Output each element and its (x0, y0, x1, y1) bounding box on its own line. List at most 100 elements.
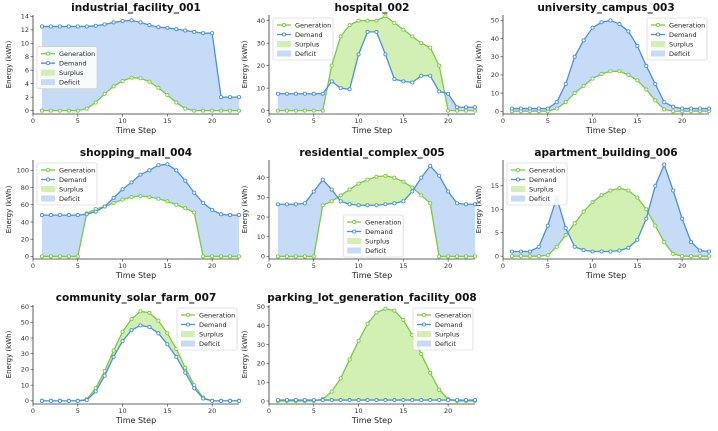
demand-point (410, 189, 415, 194)
legend-generation-label: Generation (295, 21, 331, 29)
subplot-parking_lot_generation_facility_008: 0 10 20 30 40 50 0 5 10 15 20 parking_lot_generatio… (241, 292, 478, 425)
demand-point (455, 201, 460, 206)
legend-generation-marker (281, 22, 287, 28)
demand-point (293, 397, 298, 403)
demand-point (347, 397, 352, 403)
generation-point (66, 254, 71, 259)
y-tick-label: 0 (261, 253, 265, 261)
legend-surplus-swatch (511, 186, 525, 192)
y-tick-label: 40 (257, 174, 265, 182)
demand-point (183, 178, 188, 183)
demand-point (437, 173, 442, 178)
y-tick-label: 20 (257, 360, 265, 368)
x-tick-label: 15 (163, 262, 171, 270)
generation-point (320, 108, 325, 113)
x-tick-label: 10 (118, 407, 126, 415)
generation-point (410, 34, 415, 39)
demand-point (644, 63, 649, 68)
x-tick-label: 5 (76, 117, 80, 125)
generation-point (129, 317, 134, 322)
demand-point (383, 52, 388, 57)
deficit-area-1 (648, 164, 709, 257)
legend-demand-label: Demand (365, 228, 393, 236)
demand-point (39, 398, 45, 403)
demand-point (590, 249, 595, 254)
y-tick-label: 0 (261, 107, 265, 115)
generation-point (644, 87, 649, 92)
demand-point (48, 398, 53, 403)
generation-point (84, 106, 89, 111)
demand-point (509, 106, 515, 111)
generation-point (210, 108, 215, 113)
legend-surplus-swatch (277, 41, 291, 47)
y-axis-label: Energy (kWh) (5, 185, 13, 233)
generation-point (635, 195, 640, 200)
generation-point (374, 174, 379, 179)
generation-point (138, 194, 143, 199)
generation-point (392, 308, 397, 313)
generation-point (156, 85, 161, 90)
deficit-area-1 (413, 165, 475, 257)
demand-point (563, 81, 568, 87)
demand-point (284, 202, 289, 207)
generation-point (697, 254, 703, 259)
y-tick-label: 50 (491, 17, 499, 25)
y-tick-label: 10 (21, 40, 29, 48)
demand-point (192, 386, 197, 391)
demand-point (706, 106, 712, 111)
demand-point (554, 100, 559, 105)
x-tick-label: 10 (588, 262, 596, 270)
y-axis-label: Energy (kWh) (475, 40, 483, 88)
demand-point (293, 91, 298, 96)
generation-point (617, 69, 622, 74)
generation-point (75, 254, 80, 259)
demand-point (165, 25, 170, 30)
x-axis-label: Time Step (351, 126, 392, 135)
generation-point (599, 71, 604, 77)
generation-point (320, 203, 325, 208)
demand-point (410, 80, 415, 85)
legend-deficit-label: Deficit (59, 195, 80, 203)
demand-point (419, 397, 424, 403)
generation-point (671, 251, 676, 256)
demand-point (129, 18, 134, 23)
demand-point (66, 24, 71, 29)
demand-point (419, 73, 424, 78)
demand-point (545, 223, 550, 228)
demand-point (410, 397, 415, 403)
demand-point (320, 91, 325, 96)
y-tick-label: 0 (25, 253, 29, 261)
demand-point (138, 323, 143, 328)
generation-point (39, 108, 45, 113)
x-axis-label: Time Step (585, 126, 626, 135)
x-axis-label: Time Step (351, 271, 392, 280)
legend-deficit-label: Deficit (199, 340, 220, 348)
generation-point (626, 72, 631, 77)
legend-surplus-swatch (347, 238, 362, 244)
demand-point (338, 199, 343, 204)
generation-point (401, 318, 406, 323)
demand-point (311, 91, 316, 96)
demand-point (147, 23, 152, 28)
y-axis-label: Energy (kWh) (241, 40, 249, 88)
legend-deficit-label: Deficit (295, 50, 316, 58)
legend-demand-marker (352, 229, 357, 234)
y-axis-label: Energy (kWh) (241, 185, 249, 233)
generation-point (554, 106, 559, 111)
deficit-area-1 (104, 164, 240, 257)
legend-frame (342, 214, 404, 258)
x-tick-label: 5 (312, 407, 316, 415)
x-tick-label: 0 (501, 262, 505, 270)
y-tick-label: 10 (257, 84, 265, 92)
legend-surplus-label: Surplus (669, 40, 694, 48)
x-tick-label: 5 (312, 117, 316, 125)
demand-point (75, 24, 80, 29)
legend-demand-marker (655, 32, 661, 37)
generation-point (428, 201, 433, 206)
generation-point (183, 206, 188, 211)
deficit-area-0 (277, 179, 338, 257)
demand-point (192, 29, 197, 34)
legend-demand-label: Demand (669, 31, 697, 39)
demand-point (653, 81, 658, 87)
